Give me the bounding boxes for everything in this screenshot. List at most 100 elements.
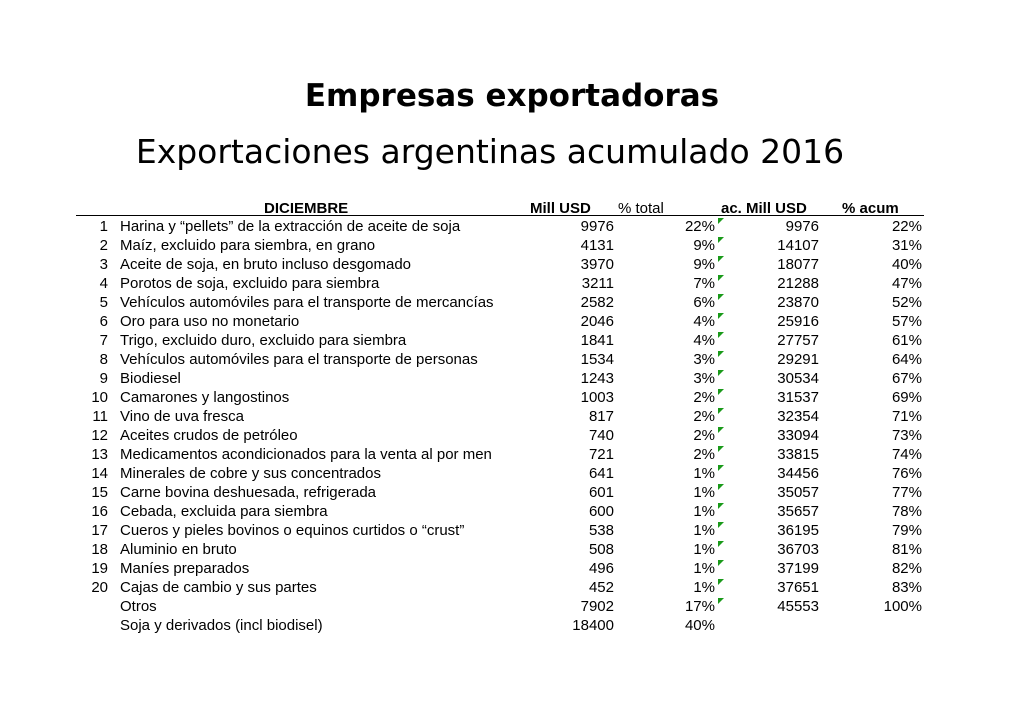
row-product: Aceite de soja, en bruto incluso desgoma… bbox=[120, 256, 412, 273]
cell-flag-icon bbox=[718, 598, 724, 604]
table-row: 20 Cajas de cambio y sus partes 452 1% 37651… bbox=[0, 578, 1024, 597]
row-product: Soja y derivados (incl biodisel) bbox=[120, 617, 323, 634]
row-product: Harina y “pellets” de la extracción de a… bbox=[120, 218, 461, 235]
cell-flag-icon bbox=[718, 218, 724, 224]
row-product: Minerales de cobre y sus concentrados bbox=[120, 465, 381, 482]
row-rank: 17 bbox=[91, 522, 108, 539]
table-row: 12 Aceites crudos de petróleo 740 2% 33094 73… bbox=[0, 426, 1024, 445]
table-row: 7 Trigo, excluido duro, excluido para sie… bbox=[0, 331, 1024, 350]
row-mill-usd: 817 bbox=[588, 408, 614, 425]
table-row: 6 Oro para uso no monetario 2046 4% 25916 57% bbox=[0, 312, 1024, 331]
row-rank: 4 bbox=[99, 275, 108, 292]
row-pct-acum: 47% bbox=[891, 275, 922, 292]
row-mill-usd: 3211 bbox=[581, 275, 614, 292]
row-pct-acum: 64% bbox=[891, 351, 922, 368]
header-pct-total: % total bbox=[618, 200, 664, 217]
row-product: Oro para uso no monetario bbox=[120, 313, 300, 330]
table-row: 15 Carne bovina deshuesada, refrigerada 60… bbox=[0, 483, 1024, 502]
row-mill-usd: 1003 bbox=[580, 389, 614, 406]
row-ac-mill-usd: 14107 bbox=[777, 237, 819, 254]
row-product: Maíz, excluido para siembra, en grano bbox=[120, 237, 376, 254]
row-mill-usd: 7902 bbox=[580, 598, 614, 615]
header-month: DICIEMBRE bbox=[264, 200, 349, 217]
row-rank: 6 bbox=[99, 313, 108, 330]
table-row: 8 Vehículos automóviles para el transport… bbox=[0, 350, 1024, 369]
row-pct-acum: 82% bbox=[891, 560, 922, 577]
table-row: Soja y derivados (incl biodisel) 18400 40% bbox=[0, 616, 1024, 635]
cell-flag-icon bbox=[718, 237, 724, 243]
row-pct-acum: 52% bbox=[891, 294, 922, 311]
row-rank: 8 bbox=[99, 351, 108, 368]
cell-flag-icon bbox=[718, 351, 724, 357]
row-rank: 5 bbox=[99, 294, 108, 311]
row-pct-acum: 73% bbox=[891, 427, 922, 444]
row-ac-mill-usd: 34456 bbox=[777, 465, 819, 482]
row-ac-mill-usd: 37651 bbox=[777, 579, 819, 596]
row-product: Aluminio en bruto bbox=[120, 541, 237, 558]
row-ac-mill-usd: 33815 bbox=[777, 446, 819, 463]
row-mill-usd: 496 bbox=[588, 560, 614, 577]
table-row: 14 Minerales de cobre y sus concentrados 6… bbox=[0, 464, 1024, 483]
row-rank: 19 bbox=[91, 560, 108, 577]
row-mill-usd: 740 bbox=[588, 427, 614, 444]
row-product: Trigo, excluido duro, excluido para siem… bbox=[120, 332, 407, 349]
row-pct-total: 6% bbox=[693, 294, 715, 311]
row-pct-acum: 67% bbox=[891, 370, 922, 387]
row-ac-mill-usd: 35657 bbox=[777, 503, 819, 520]
row-pct-total: 4% bbox=[693, 332, 715, 349]
header-pct-acum: % acum bbox=[842, 200, 899, 217]
row-pct-total: 2% bbox=[693, 389, 715, 406]
row-product: Cueros y pieles bovinos o equinos curtid… bbox=[120, 522, 465, 539]
row-ac-mill-usd: 37199 bbox=[777, 560, 819, 577]
cell-flag-icon bbox=[718, 332, 724, 338]
table-header: DICIEMBRE Mill USD % total ac. Mill USD … bbox=[0, 199, 1024, 217]
row-pct-total: 1% bbox=[693, 579, 715, 596]
row-product: Vino de uva fresca bbox=[120, 408, 244, 425]
row-pct-total: 1% bbox=[693, 522, 715, 539]
row-product: Maníes preparados bbox=[120, 560, 250, 577]
row-ac-mill-usd: 9976 bbox=[785, 218, 819, 235]
row-product: Cajas de cambio y sus partes bbox=[120, 579, 317, 596]
row-ac-mill-usd: 29291 bbox=[777, 351, 819, 368]
row-pct-acum: 61% bbox=[891, 332, 922, 349]
row-mill-usd: 1534 bbox=[580, 351, 614, 368]
row-rank: 18 bbox=[91, 541, 108, 558]
row-pct-acum: 22% bbox=[891, 218, 922, 235]
row-pct-total: 4% bbox=[693, 313, 715, 330]
row-rank: 1 bbox=[99, 218, 108, 235]
row-mill-usd: 721 bbox=[588, 446, 614, 463]
row-ac-mill-usd: 32354 bbox=[777, 408, 819, 425]
row-rank: 11 bbox=[92, 408, 108, 425]
row-pct-acum: 40% bbox=[891, 256, 922, 273]
row-pct-total: 3% bbox=[693, 351, 715, 368]
row-ac-mill-usd: 21288 bbox=[777, 275, 819, 292]
row-rank: 9 bbox=[99, 370, 108, 387]
table-row: 10 Camarones y langostinos 1003 2% 31537 69% bbox=[0, 388, 1024, 407]
row-mill-usd: 2046 bbox=[580, 313, 614, 330]
row-pct-acum: 77% bbox=[891, 484, 922, 501]
row-rank: 13 bbox=[91, 446, 108, 463]
row-mill-usd: 538 bbox=[588, 522, 614, 539]
table-row: 17 Cueros y pieles bovinos o equinos curt… bbox=[0, 521, 1024, 540]
row-pct-total: 40% bbox=[684, 617, 715, 634]
table-row: 18 Aluminio en bruto 508 1% 36703 81% bbox=[0, 540, 1024, 559]
cell-flag-icon bbox=[718, 446, 724, 452]
row-pct-total: 1% bbox=[693, 541, 715, 558]
row-rank: 15 bbox=[91, 484, 108, 501]
row-rank: 12 bbox=[91, 427, 108, 444]
cell-flag-icon bbox=[718, 503, 724, 509]
header-mill-usd: Mill USD bbox=[530, 200, 591, 217]
cell-flag-icon bbox=[718, 389, 724, 395]
row-mill-usd: 600 bbox=[588, 503, 614, 520]
row-pct-total: 2% bbox=[693, 427, 715, 444]
row-pct-acum: 78% bbox=[891, 503, 922, 520]
exports-table: DICIEMBRE Mill USD % total ac. Mill USD … bbox=[0, 199, 1024, 635]
row-mill-usd: 508 bbox=[588, 541, 614, 558]
row-ac-mill-usd: 35057 bbox=[777, 484, 819, 501]
cell-flag-icon bbox=[718, 313, 724, 319]
row-pct-acum: 74% bbox=[891, 446, 922, 463]
row-rank: 2 bbox=[99, 237, 108, 254]
row-rank: 16 bbox=[91, 503, 108, 520]
row-pct-total: 2% bbox=[693, 446, 715, 463]
cell-flag-icon bbox=[718, 256, 724, 262]
